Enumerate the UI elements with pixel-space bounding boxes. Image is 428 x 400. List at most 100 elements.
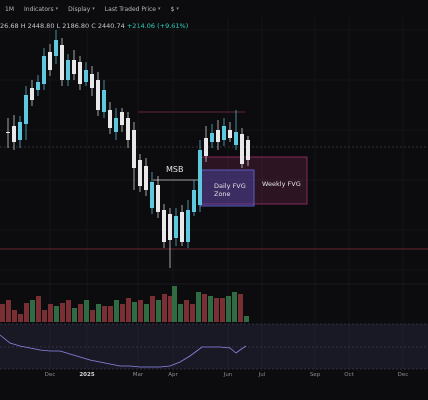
daily-fvg-label: Daily FVG Zone [214, 182, 248, 198]
candle-body[interactable] [186, 210, 190, 242]
volume-bar [18, 314, 23, 322]
candle-body[interactable] [150, 182, 154, 208]
x-tick-label: Oct [344, 372, 354, 378]
candle-body[interactable] [156, 185, 160, 212]
candle-body[interactable] [174, 216, 178, 238]
ohlc-open: 26.68 [0, 22, 19, 30]
candle-body[interactable] [102, 90, 106, 112]
volume-bar [238, 294, 243, 322]
candle-body[interactable] [126, 118, 130, 140]
candle-body[interactable] [12, 126, 16, 142]
candle-body[interactable] [114, 118, 118, 132]
display-button[interactable]: Display ▾ [63, 6, 100, 13]
volume-bar [78, 304, 83, 322]
currency-button[interactable]: $ ▾ [166, 6, 184, 13]
volume-bar [156, 300, 161, 322]
volume-bar [208, 296, 213, 322]
candle-body[interactable] [144, 166, 148, 190]
candle-body[interactable] [72, 60, 76, 74]
ohlc-readout: 26.68 H 2448.80 L 2186.80 C 2440.74 +214… [0, 22, 188, 30]
x-tick-label: Dec [44, 372, 56, 378]
volume-bar [244, 316, 249, 322]
candle-body[interactable] [30, 88, 34, 100]
x-tick-label: Dec [397, 372, 409, 378]
candle-body[interactable] [108, 110, 112, 128]
candle-body[interactable] [180, 212, 184, 242]
chevron-down-icon: ▾ [92, 6, 95, 12]
candle-body[interactable] [132, 130, 136, 168]
volume-bar [36, 296, 41, 322]
volume-bar [150, 296, 155, 322]
chevron-down-icon: ▾ [157, 6, 161, 12]
volume-bar [172, 286, 177, 322]
candle-body[interactable] [198, 150, 202, 205]
candle-body[interactable] [6, 132, 10, 133]
volume-bar [232, 292, 237, 322]
ohlc-close: C 2440.74 [91, 22, 125, 30]
candle-body[interactable] [234, 132, 238, 145]
volume-bar [6, 300, 11, 322]
volume-bar [196, 292, 201, 322]
candle-body[interactable] [192, 190, 196, 212]
volume-bar [184, 300, 189, 322]
volume-bar [120, 304, 125, 322]
candle-body[interactable] [240, 134, 244, 164]
volume-bar [132, 302, 137, 322]
candle-body[interactable] [60, 45, 64, 80]
volume-bar [144, 304, 149, 322]
volume-bar [126, 298, 131, 322]
volume-bar [138, 300, 143, 322]
volume-bar [102, 306, 107, 322]
volume-bar [202, 294, 207, 322]
volume-bar [114, 300, 119, 322]
price-type-button[interactable]: Last Traded Price ▾ [100, 6, 166, 13]
candle-body[interactable] [84, 70, 88, 82]
volume-bars [0, 286, 249, 322]
candle-body[interactable] [42, 56, 46, 84]
volume-bar [214, 298, 219, 322]
candle-body[interactable] [48, 52, 52, 70]
volume-bar [54, 306, 59, 322]
candle-body[interactable] [96, 80, 100, 110]
volume-bar [0, 304, 5, 322]
x-axis: Dec 2025 Mar Apr Jun Jul Sep Oct Dec [0, 372, 428, 386]
candle-body[interactable] [36, 82, 40, 90]
candle-body[interactable] [162, 210, 166, 242]
ohlc-high: H 2448.80 [20, 22, 55, 30]
candle-body[interactable] [222, 126, 226, 140]
candle-body[interactable] [78, 62, 82, 84]
candle-body[interactable] [168, 214, 172, 240]
interval-label: 1M [5, 5, 14, 13]
volume-bar [48, 304, 53, 322]
msb-label: MSB [166, 165, 183, 174]
weekly-fvg-label: Weekly FVG [262, 180, 301, 188]
indicators-label: Indicators [24, 5, 54, 13]
candle-body[interactable] [90, 74, 94, 88]
candle-body[interactable] [204, 138, 208, 156]
candle-body[interactable] [138, 160, 142, 186]
candle-body[interactable] [24, 95, 28, 124]
candle-body[interactable] [210, 133, 214, 142]
candle-body[interactable] [216, 130, 220, 142]
volume-bar [72, 308, 77, 322]
price-chart[interactable]: MSB Weekly FVG Daily FVG Zone [0, 0, 428, 372]
volume-bar [190, 304, 195, 322]
candlesticks [6, 30, 250, 268]
display-label: Display [68, 5, 91, 13]
chevron-down-icon: ▾ [55, 6, 59, 12]
x-tick-label: Mar [132, 372, 144, 378]
price-type-label: Last Traded Price [104, 5, 156, 13]
x-tick-label: 2025 [79, 372, 95, 378]
volume-bar [30, 300, 35, 322]
volume-bar [178, 304, 183, 322]
candle-body[interactable] [54, 40, 58, 56]
interval-selector[interactable]: 1M [0, 6, 19, 13]
candle-body[interactable] [228, 130, 232, 138]
volume-bar [66, 300, 71, 322]
x-tick-label: Apr [168, 372, 178, 378]
candle-body[interactable] [66, 60, 70, 80]
candle-body[interactable] [246, 140, 250, 160]
candle-body[interactable] [120, 112, 124, 125]
indicators-button[interactable]: Indicators ▾ [19, 6, 63, 13]
candle-body[interactable] [18, 122, 22, 140]
